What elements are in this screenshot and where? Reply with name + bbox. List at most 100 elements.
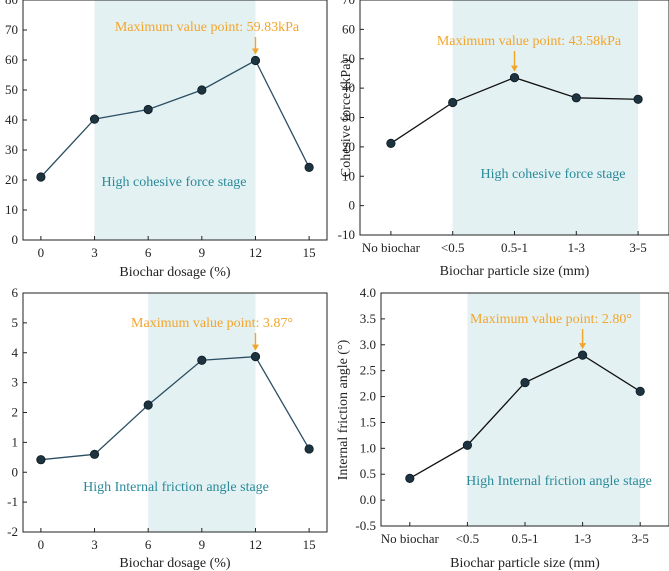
y-tick-label: 80 (5, 0, 18, 7)
data-point (304, 444, 314, 454)
shaded-stage-region (148, 293, 256, 532)
data-point (143, 104, 153, 115)
x-tick-label: 0.5-1 (501, 240, 528, 255)
data-point (571, 93, 581, 103)
y-tick-label: 0.5 (360, 466, 376, 481)
y-tick-label: -10 (338, 227, 355, 242)
max-arrow-head (511, 65, 518, 72)
y-tick-label: 3.5 (360, 311, 376, 326)
y-tick-label: 0 (349, 198, 356, 213)
y-tick-label: 1 (12, 434, 19, 449)
stage-label: High Internal friction angle stage (83, 480, 269, 495)
x-tick-label: 3-5 (632, 531, 649, 546)
chart-4: -0.5 0.0 0.5 1.0 1.5 2.0 2.5 3.0 3.5 4.0 No biocha… (336, 285, 669, 571)
x-tick-label: 12 (249, 537, 262, 552)
data-point (633, 94, 643, 104)
y-tick-label: 60 (342, 21, 355, 36)
data-point (405, 473, 415, 483)
x-axis-label: Biochar particle size (mm) (440, 264, 590, 279)
data-point (448, 97, 458, 108)
x-axis-label: Biochar dosage (%) (119, 265, 231, 280)
x-tick-label: <0.5 (441, 240, 465, 255)
x-tick-label: 15 (303, 245, 316, 260)
data-point (89, 449, 100, 459)
y-tick-label: 4.0 (360, 285, 376, 300)
y-tick-label: 40 (342, 80, 355, 95)
y-tick-label: 20 (5, 172, 18, 187)
y-tick-label: 60 (5, 52, 18, 67)
max-value-annotation: Maximum value point: 2.80° (470, 312, 632, 327)
data-point (36, 172, 46, 182)
max-value-annotation: Maximum value point: 43.58kPa (437, 34, 622, 49)
y-tick-label: 0 (12, 232, 19, 247)
y-tick-label: 4 (12, 345, 19, 360)
x-tick-label: 15 (303, 537, 316, 552)
x-tick-label: 3 (91, 537, 98, 552)
y-tick-label: 3.0 (360, 337, 376, 352)
data-point (462, 440, 472, 450)
y-tick-label: 50 (342, 51, 355, 66)
stage-label: High Internal friction angle stage (466, 474, 652, 489)
max-value-annotation: Maximum value point: 59.83kPa (115, 20, 300, 35)
y-tick-label: -1 (7, 494, 18, 509)
shaded-stage-region (94, 0, 256, 240)
x-tick-label: 3 (91, 245, 98, 260)
y-tick-label: 30 (5, 142, 18, 157)
x-tick-label: No biochar (362, 240, 421, 255)
y-tick-label: 30 (342, 110, 355, 125)
x-tick-label: 9 (199, 537, 206, 552)
x-tick-label: 0 (38, 537, 45, 552)
data-point (386, 138, 396, 148)
x-tick-label: 0.5-1 (511, 531, 538, 546)
x-tick-label: 9 (199, 245, 206, 260)
y-tick-label: 70 (342, 0, 355, 7)
x-tick-label: <0.5 (456, 531, 480, 546)
y-tick-label: 2 (12, 405, 19, 420)
y-tick-label: 0 (12, 464, 19, 479)
y-tick-label: 40 (5, 112, 18, 127)
max-value-annotation: Maximum value point: 3.87° (131, 316, 293, 331)
data-point (250, 352, 261, 362)
data-point (143, 400, 153, 410)
data-line (40, 355, 310, 461)
y-tick-label: 50 (5, 82, 18, 97)
data-point (520, 377, 530, 388)
data-point (36, 455, 46, 465)
x-axis-label: Biochar dosage (%) (119, 556, 231, 571)
data-line (40, 59, 310, 178)
stage-label: High cohesive force stage (481, 167, 626, 182)
y-tick-label: -2 (7, 524, 18, 539)
y-tick-label: 5 (12, 315, 19, 330)
y-axis-label: Cohesive force (kPa) (339, 59, 354, 178)
data-point (635, 386, 645, 396)
data-point (197, 85, 207, 95)
data-point (509, 73, 520, 83)
x-tick-label: 1-3 (574, 531, 591, 546)
y-axis-label: Internal friction angle (°) (336, 339, 351, 480)
data-point (89, 114, 100, 124)
shaded-stage-region (452, 0, 639, 235)
data-point (197, 355, 207, 365)
y-tick-label: 10 (342, 168, 355, 183)
y-tick-label: 70 (5, 22, 18, 37)
y-tick-label: 1.0 (360, 440, 376, 455)
x-tick-label: 12 (249, 245, 262, 260)
x-tick-label: No biochar (381, 531, 440, 546)
data-point (304, 162, 314, 172)
max-arrow-head (579, 343, 587, 350)
y-tick-label: 6 (12, 285, 19, 300)
x-axis-label: Biochar particle size (mm) (450, 556, 600, 571)
data-point (577, 350, 588, 360)
y-tick-label: -0.5 (355, 518, 376, 533)
y-tick-label: 3 (12, 375, 19, 390)
x-tick-label: 6 (145, 245, 152, 260)
y-tick-label: 1.5 (360, 414, 376, 429)
data-point (250, 55, 261, 66)
x-tick-label: 0 (38, 245, 45, 260)
x-tick-label: 1-3 (568, 240, 585, 255)
y-tick-label: 20 (342, 139, 355, 154)
y-tick-label: 0.0 (360, 492, 376, 507)
y-tick-label: 2.0 (360, 389, 376, 404)
